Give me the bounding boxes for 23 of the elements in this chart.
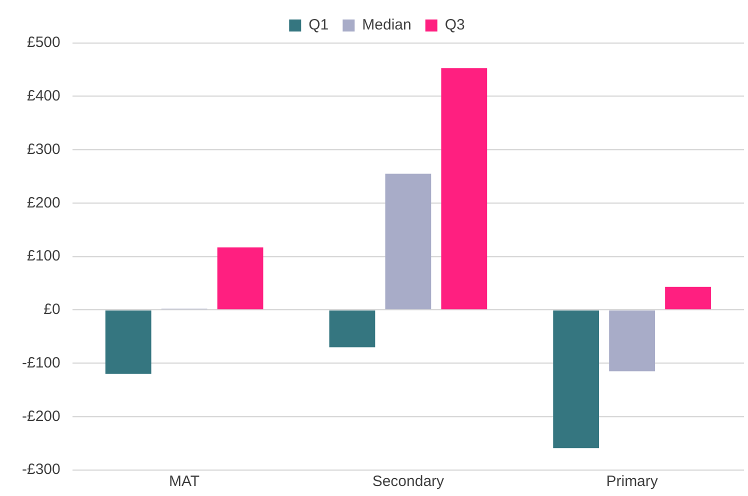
bar bbox=[665, 286, 711, 310]
bar bbox=[105, 310, 152, 374]
legend-label: Q1 bbox=[308, 16, 329, 34]
x-tick-label: MAT bbox=[169, 473, 200, 490]
bar bbox=[609, 310, 656, 372]
x-tick-label: Primary bbox=[606, 473, 658, 490]
legend-label: Median bbox=[362, 16, 412, 34]
y-tick-label: £0 bbox=[44, 301, 60, 318]
bar bbox=[385, 174, 432, 310]
legend-label: Q3 bbox=[444, 16, 465, 34]
y-tick-label: -£200 bbox=[22, 408, 60, 425]
x-tick-label: Secondary bbox=[372, 473, 445, 490]
y-tick-label: £500 bbox=[26, 34, 60, 52]
bar bbox=[441, 68, 488, 310]
y-tick-label: £400 bbox=[26, 88, 60, 105]
bar bbox=[329, 310, 376, 348]
y-tick-label: £300 bbox=[26, 140, 60, 158]
bar bbox=[217, 247, 264, 310]
y-tick-label: £100 bbox=[26, 248, 60, 265]
bar bbox=[553, 310, 600, 448]
y-tick-label: -£300 bbox=[22, 461, 60, 478]
y-tick-label: £200 bbox=[26, 194, 60, 212]
y-tick-label: -£100 bbox=[22, 354, 60, 372]
